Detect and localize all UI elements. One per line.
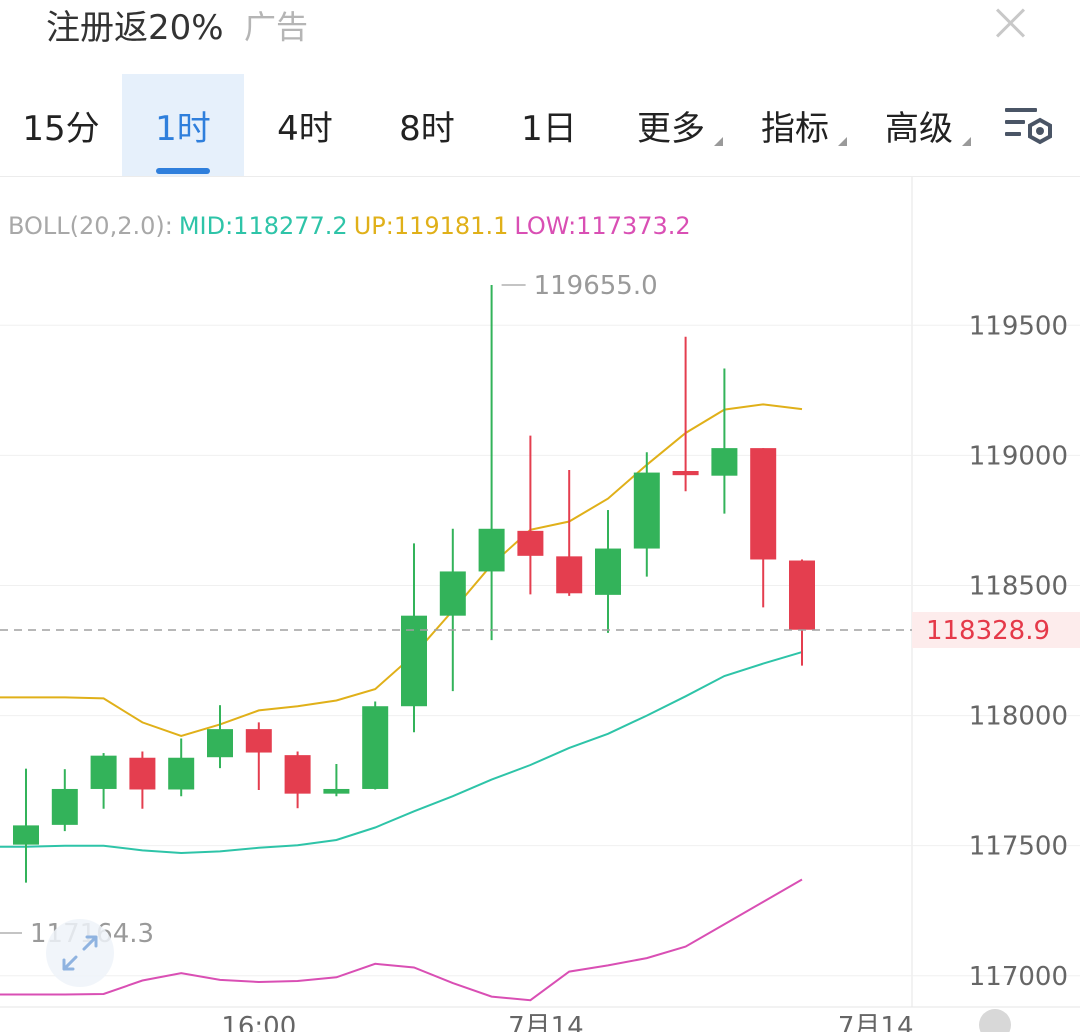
k-badge-icon xyxy=(979,1009,1011,1032)
boll-mid: MID:118277.2 xyxy=(178,212,348,240)
candle-body-up xyxy=(168,757,195,790)
x-tick-label: 16:00 xyxy=(221,1012,296,1032)
boll-low: LOW:117373.2 xyxy=(514,212,691,240)
ad-banner: 注册返20% 广告 xyxy=(0,0,1080,60)
candle-body-down xyxy=(789,560,815,630)
candle-body-up xyxy=(51,788,78,825)
boll-legend: BOLL(20,2.0): MID:118277.2 UP:119181.1 LOW:… xyxy=(8,212,697,240)
boll-mid-line xyxy=(0,651,803,855)
expand-arrows xyxy=(62,935,98,971)
y-tick-label: 117500 xyxy=(969,832,1068,862)
timeframe-tabs: 15分 1时 4时 8时 1日 更多 指标 高级 xyxy=(0,74,1080,176)
tab-more[interactable]: 更多 xyxy=(610,74,732,176)
x-tick-label: 7月14 xyxy=(508,1012,584,1032)
candle-body-down xyxy=(245,729,272,753)
candles xyxy=(13,284,815,883)
x-axis: 16:00 7月14 7月14 xyxy=(221,1012,913,1032)
active-indicator xyxy=(156,168,210,174)
boll-upper-line xyxy=(0,403,803,737)
tab-label: 更多 xyxy=(637,101,723,150)
y-tick-label: 119500 xyxy=(969,311,1068,341)
tab-label: 8时 xyxy=(399,108,455,149)
dropdown-triangle-icon xyxy=(714,136,723,146)
tab-label: 1日 xyxy=(521,108,577,149)
k-badge-bg xyxy=(979,1009,1011,1032)
tab-label: 1时 xyxy=(155,108,211,149)
boll-up: UP:119181.1 xyxy=(353,212,509,240)
candle-body-up xyxy=(13,825,39,845)
y-tick-label: 117000 xyxy=(969,962,1068,992)
candle-body-up xyxy=(595,548,621,595)
candle-body-up xyxy=(478,528,505,572)
candle-body-down xyxy=(672,471,699,476)
tab-8h[interactable]: 8时 xyxy=(366,74,488,176)
candle-body-up xyxy=(439,571,466,616)
tab-label: 4时 xyxy=(277,108,333,149)
candle-body-down xyxy=(284,755,311,794)
tab-15m[interactable]: 15分 xyxy=(0,74,122,176)
y-tick-label: 119000 xyxy=(969,441,1068,471)
candle-body-up xyxy=(401,615,427,707)
tab-label: 15分 xyxy=(22,108,100,149)
y-axis: 119500 119000 118500 118000 117500 117000 xyxy=(969,311,1068,991)
divider xyxy=(0,176,1080,177)
tab-label: 指标 xyxy=(761,101,847,150)
boll-label: BOLL(20,2.0): xyxy=(8,212,173,240)
last-price-tag-bg xyxy=(912,612,1080,649)
tab-label-text: 指标 xyxy=(761,108,829,149)
candle-body-up xyxy=(362,706,389,789)
candle-body-down xyxy=(517,530,544,556)
close-icon[interactable] xyxy=(990,4,1030,44)
candle-body-down xyxy=(556,556,583,594)
chart-settings-icon[interactable] xyxy=(1004,104,1054,148)
high-annotation-label: 119655.0 xyxy=(534,271,658,301)
tab-label-text: 更多 xyxy=(637,108,705,149)
boll-lower-line xyxy=(0,878,803,1002)
tab-4h[interactable]: 4时 xyxy=(244,74,366,176)
ad-title[interactable]: 注册返20% xyxy=(46,8,224,48)
ad-tag: 广告 xyxy=(244,8,309,46)
boll-lines xyxy=(0,403,803,1002)
candle-body-down xyxy=(750,448,777,560)
y-tick-label: 118500 xyxy=(969,571,1068,601)
expand-icon-bg xyxy=(46,919,114,988)
tab-indicators[interactable]: 指标 xyxy=(734,74,856,176)
candle-body-down xyxy=(129,757,156,790)
tab-label: 高级 xyxy=(885,101,971,150)
dropdown-triangle-icon xyxy=(838,136,847,146)
tab-advanced[interactable]: 高级 xyxy=(858,74,980,176)
candle-body-up xyxy=(711,448,738,476)
candle-body-up xyxy=(323,788,350,794)
expand-icon xyxy=(46,919,114,988)
y-tick-label: 118000 xyxy=(969,702,1068,732)
tab-label-text: 高级 xyxy=(885,108,953,149)
candle-body-up xyxy=(633,472,660,549)
dropdown-triangle-icon xyxy=(962,136,971,146)
tab-1h[interactable]: 1时 xyxy=(122,74,244,176)
candle-body-up xyxy=(207,729,233,758)
candle-body-up xyxy=(90,755,117,789)
grid xyxy=(0,177,1080,1008)
candlestick-chart[interactable]: 119500 119000 118500 118000 117500 117000 16:… xyxy=(0,177,1080,1032)
tab-1d[interactable]: 1日 xyxy=(488,74,610,176)
x-tick-label: 7月14 xyxy=(838,1012,914,1032)
last-price-label: 118328.9 xyxy=(926,616,1050,646)
